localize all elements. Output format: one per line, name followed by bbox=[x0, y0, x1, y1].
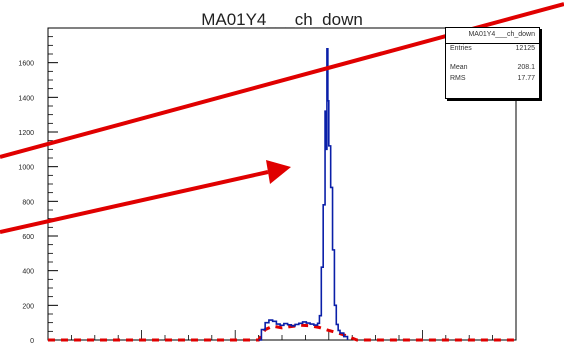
y-tick-label: 400 bbox=[22, 269, 34, 276]
annotation-arrow-head bbox=[266, 160, 291, 184]
stats-entries-label: Entries bbox=[450, 45, 472, 52]
stats-rms-value: 17.77 bbox=[517, 75, 535, 82]
blue-step-line bbox=[258, 48, 349, 341]
stats-mean-value: 208.1 bbox=[517, 64, 535, 71]
chart-title: MA01Y4___ch_down bbox=[201, 10, 363, 29]
stats-mean-row: Mean 208.1 bbox=[446, 64, 539, 75]
y-tick-label: 0 bbox=[30, 338, 34, 345]
stats-entries-value: 12125 bbox=[515, 45, 535, 52]
y-tick-label: 800 bbox=[22, 199, 34, 206]
y-axis-ticks: 0 200 400 600 800 1000 1200 1400 1600 bbox=[18, 36, 58, 345]
stats-header: MA01Y4___ch_down bbox=[446, 28, 539, 44]
stats-rms-label: RMS bbox=[450, 75, 466, 82]
stats-mean-label: Mean bbox=[450, 64, 468, 71]
stats-entries-row: Entries 12125 bbox=[446, 45, 539, 56]
y-tick-label: 200 bbox=[22, 303, 34, 310]
annotation-arrow-shaft bbox=[0, 170, 269, 234]
red-dashed-line bbox=[48, 323, 516, 342]
y-tick-label: 1400 bbox=[18, 95, 34, 102]
y-tick-label: 1200 bbox=[18, 130, 34, 137]
blue-step-series bbox=[258, 48, 349, 341]
y-tick-label: 600 bbox=[22, 234, 34, 241]
y-tick-label: 1600 bbox=[18, 61, 34, 68]
stats-rms-row: RMS 17.77 bbox=[446, 75, 539, 86]
red-dashed-series bbox=[48, 323, 516, 342]
y-tick-label: 1000 bbox=[18, 165, 34, 172]
stats-box: MA01Y4___ch_down Entries 12125 Mean 208.… bbox=[445, 27, 540, 99]
